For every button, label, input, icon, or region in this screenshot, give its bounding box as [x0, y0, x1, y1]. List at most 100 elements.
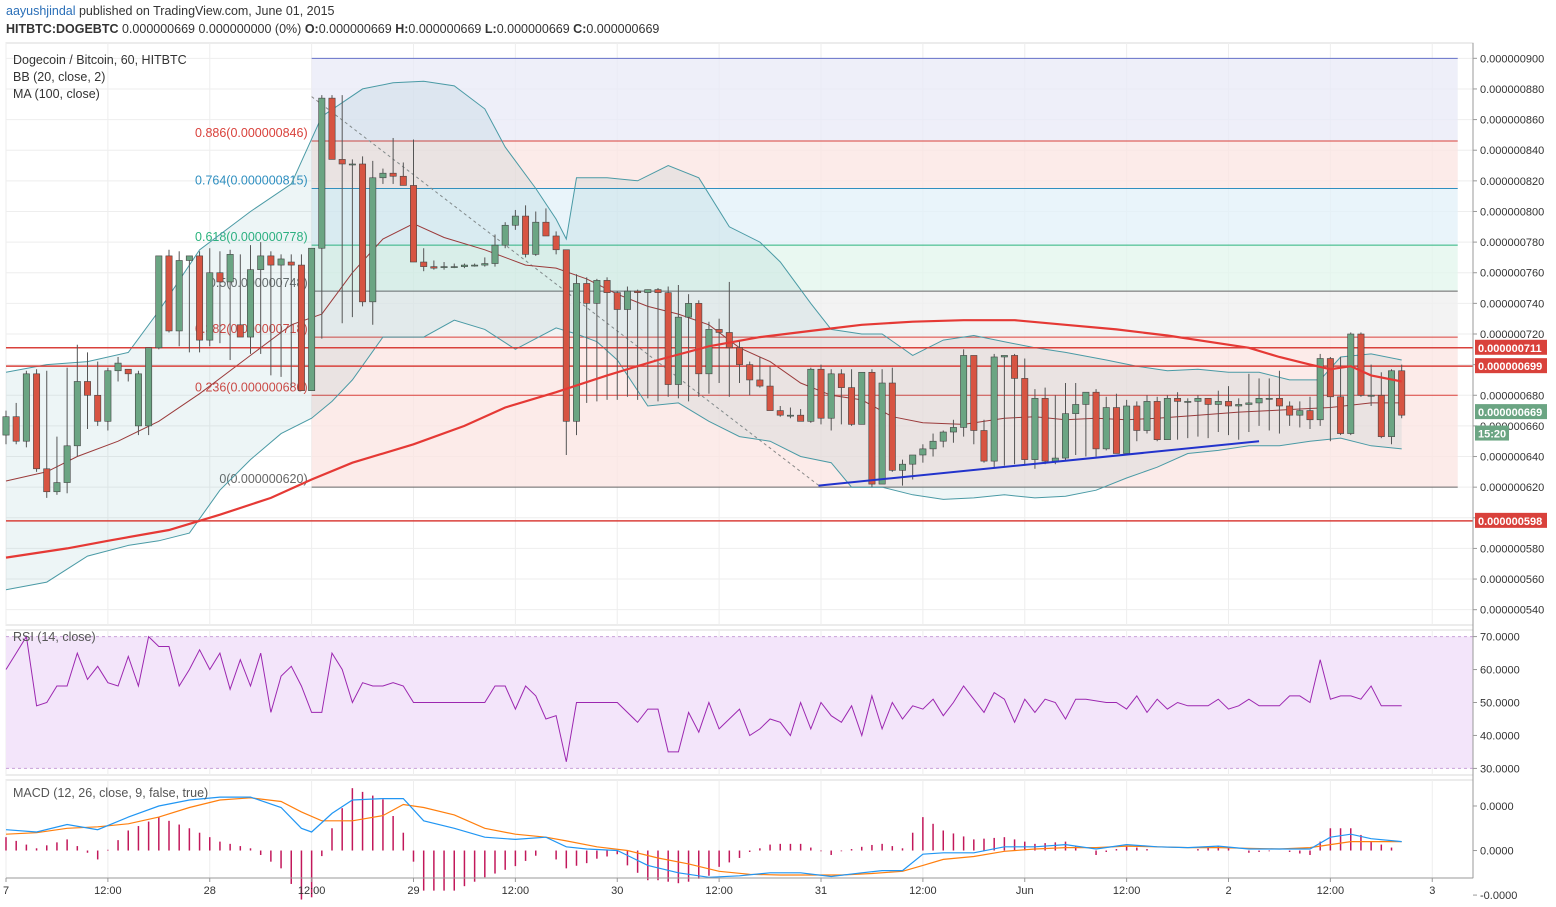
candle-body	[277, 258, 285, 266]
candle-body	[664, 292, 672, 385]
candle-body	[1112, 407, 1120, 454]
candle-body	[379, 172, 387, 179]
candle-body	[756, 379, 764, 387]
time-tick-label: Jun	[1016, 885, 1034, 897]
candle-body	[471, 264, 479, 267]
close-label: C:	[573, 22, 587, 36]
candle-body	[939, 431, 947, 442]
price-label-text: 0.000000699	[1478, 361, 1542, 373]
rsi-tick-label: 40.0000	[1480, 730, 1520, 742]
price-label-text: 0.000000598	[1478, 516, 1542, 528]
symbol-title: Dogecoin / Bitcoin, 60, HITBTC	[13, 53, 187, 67]
price-tick-label: 0.000000780	[1480, 237, 1544, 249]
fib-zone	[311, 291, 1458, 338]
price-label-box	[1475, 404, 1547, 420]
candle-body	[1184, 401, 1192, 403]
time-tick-label: 30	[611, 885, 623, 897]
candle-body	[1245, 402, 1253, 405]
low-label: L:	[484, 22, 497, 36]
candle-body	[807, 368, 815, 422]
candle-body	[1102, 407, 1110, 450]
candle-body	[888, 382, 896, 471]
candle-body	[1357, 333, 1365, 396]
candle-body	[94, 394, 102, 422]
price-tick-label: 0.000000640	[1480, 452, 1544, 464]
candle-body	[695, 303, 703, 375]
candle-body	[766, 385, 774, 411]
candle-body	[369, 177, 377, 303]
rsi-legend: RSI (14, close)	[13, 630, 96, 644]
candle-body	[522, 215, 530, 255]
price-label-box	[1475, 358, 1547, 374]
candle-body	[491, 244, 499, 264]
candle-body	[389, 172, 397, 177]
candle-body	[267, 255, 275, 266]
macd-tick-label: 0.0000	[1480, 846, 1514, 858]
candle-body	[460, 264, 468, 267]
price-tick-label: 0.000000680	[1480, 390, 1544, 402]
candle-body	[603, 280, 611, 293]
candle-body	[1255, 398, 1263, 404]
candle-body	[124, 368, 132, 375]
candle-body	[410, 185, 417, 263]
candle-body	[399, 175, 407, 186]
close-value: 0.000000669	[586, 22, 660, 36]
time-tick-label: 29	[407, 885, 419, 897]
axes: 0.0000009000.0000008800.0000008600.00000…	[3, 43, 1544, 902]
fib-label: 0.236(0.000000680)	[195, 380, 308, 394]
high-label: H:	[395, 22, 409, 36]
candle-body	[837, 373, 845, 388]
candle-body	[1153, 401, 1161, 440]
candle-body	[73, 381, 81, 447]
candle-body	[1133, 405, 1141, 431]
candle-body	[736, 347, 743, 365]
publish-line: aayushjindal published on TradingView.co…	[6, 4, 335, 18]
candle-body	[899, 463, 906, 471]
author-link[interactable]: aayushjindal	[6, 4, 76, 18]
candle-body	[318, 97, 326, 249]
rsi-tick-label: 60.0000	[1480, 665, 1520, 677]
candle-body	[562, 249, 570, 422]
chart-canvas[interactable]: 0.886(0.000000846) 0.764(0.000000815) 0.61…	[0, 40, 1556, 907]
fib-zone	[311, 141, 1458, 189]
time-tick-label: 12:00	[909, 885, 937, 897]
price-labels: 0.000000711 0.000000699 0.000000669 15:20 0.…	[1475, 339, 1547, 528]
high-value: 0.000000669	[408, 22, 482, 36]
candle-body	[104, 370, 112, 422]
candle-body	[613, 292, 621, 310]
price-tick-label: 0.000000620	[1480, 482, 1544, 494]
candle-body	[481, 263, 489, 266]
time-tick-label: 7	[3, 885, 9, 897]
fib-label: 0.886(0.000000846)	[195, 126, 308, 140]
macd-legend: MACD (12, 26, close, 9, false, true)	[13, 786, 208, 800]
candle-body	[674, 316, 682, 385]
candle-body	[1286, 405, 1294, 416]
candle-body	[949, 427, 957, 433]
price-tick-label: 0.000000840	[1480, 145, 1544, 157]
trendline[interactable]	[818, 440, 1260, 487]
candle-body	[725, 332, 733, 349]
candle-body	[43, 468, 51, 493]
candle-body	[1072, 404, 1080, 414]
candle-body	[12, 416, 20, 442]
ma100-line	[5, 319, 1402, 559]
candle-body	[63, 445, 71, 483]
candle-body	[236, 324, 244, 338]
candle-body	[1214, 401, 1222, 405]
candle-body	[1337, 396, 1345, 434]
candle-body	[1204, 398, 1212, 405]
candle-body	[53, 482, 61, 493]
last-price: 0.000000669	[121, 22, 195, 36]
price-tick-label: 0.000000860	[1480, 115, 1544, 127]
candle-body	[501, 224, 509, 246]
candle-body	[776, 410, 784, 416]
candle-body	[827, 373, 835, 419]
open-value: 0.000000669	[318, 22, 392, 36]
candle-body	[1011, 355, 1019, 379]
candle-body	[145, 347, 153, 427]
candle-body	[960, 355, 968, 428]
candle-body	[1367, 394, 1375, 397]
candle-body	[685, 303, 693, 318]
candle-body	[970, 355, 978, 431]
candle-body	[858, 371, 866, 425]
